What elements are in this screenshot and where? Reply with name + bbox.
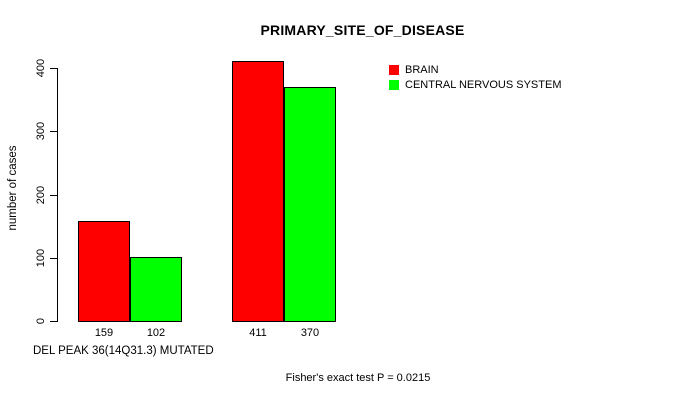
bar-value-label: 159 bbox=[94, 327, 114, 339]
legend-swatch-central-nervous-system bbox=[389, 80, 399, 90]
bar-value-label: 411 bbox=[249, 327, 267, 339]
y-tick-mark bbox=[50, 131, 57, 132]
legend-swatch-brain bbox=[389, 65, 399, 75]
y-tick-mark bbox=[50, 321, 57, 322]
stat-test-annotation: Fisher's exact test P = 0.0215 bbox=[285, 372, 431, 384]
y-tick-label: 100 bbox=[35, 248, 47, 268]
legend-label: BRAIN bbox=[405, 64, 439, 76]
bar-brain-group1 bbox=[78, 221, 130, 322]
bar-central-nervous-system-group2 bbox=[284, 87, 336, 322]
bar-value-label: 370 bbox=[300, 327, 320, 339]
y-tick-mark bbox=[50, 258, 57, 259]
x-axis-annotation: DEL PEAK 36(14Q31.3) MUTATED bbox=[33, 345, 214, 357]
y-tick-mark bbox=[50, 195, 57, 196]
y-tick-label: 300 bbox=[35, 121, 47, 141]
legend: BRAIN CENTRAL NERVOUS SYSTEM bbox=[389, 64, 561, 94]
y-tick-mark bbox=[50, 68, 57, 69]
bar-brain-group2 bbox=[232, 61, 284, 322]
y-tick-label: 400 bbox=[35, 58, 47, 78]
legend-item: CENTRAL NERVOUS SYSTEM bbox=[389, 79, 561, 91]
bar-central-nervous-system-group1 bbox=[130, 257, 182, 322]
y-tick-label: 0 bbox=[35, 317, 47, 325]
bar-value-label: 102 bbox=[146, 327, 166, 339]
legend-label: CENTRAL NERVOUS SYSTEM bbox=[405, 79, 562, 91]
y-axis-line bbox=[57, 68, 58, 322]
y-axis-label: number of cases bbox=[7, 145, 19, 231]
legend-item: BRAIN bbox=[389, 64, 561, 76]
chart-title: PRIMARY_SITE_OF_DISEASE bbox=[260, 22, 465, 38]
y-tick-label: 200 bbox=[35, 185, 47, 205]
